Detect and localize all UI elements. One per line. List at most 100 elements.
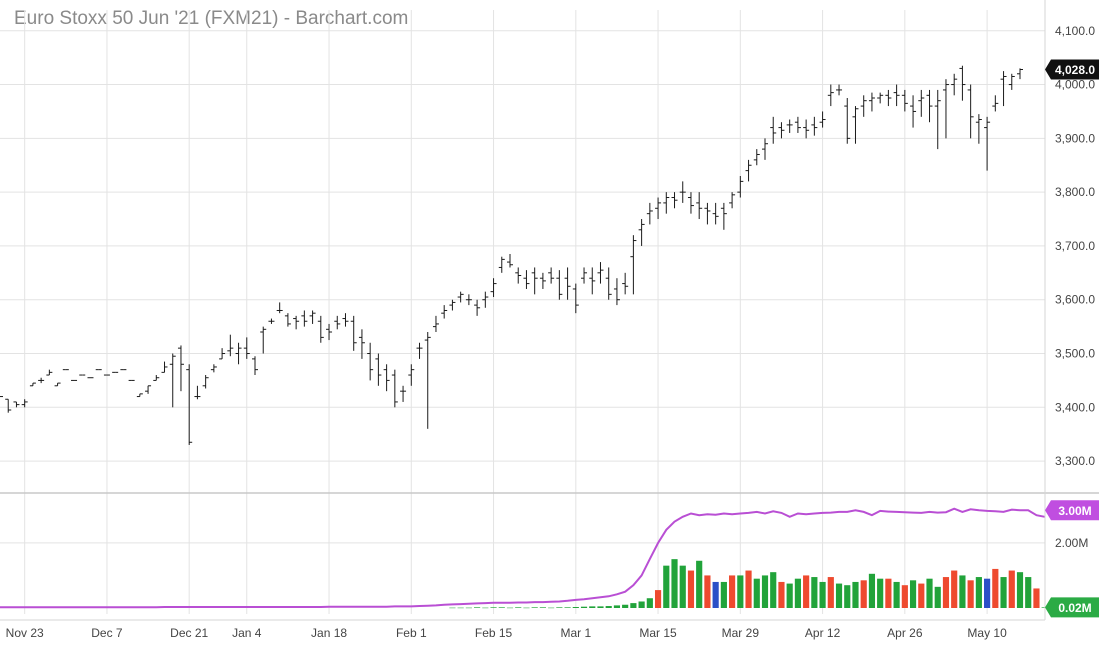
volume-tick-label: 2.00M xyxy=(1055,536,1088,550)
ohlc-bar xyxy=(400,385,407,402)
x-tick-label: Feb 15 xyxy=(475,626,513,640)
ohlc-bar xyxy=(227,334,234,357)
ohlc-bar xyxy=(38,377,45,384)
volume-bar xyxy=(696,560,703,608)
ohlc-bar xyxy=(515,267,522,284)
ohlc-bar xyxy=(169,353,176,408)
ohlc-bar xyxy=(753,149,760,166)
ohlc-bar xyxy=(548,267,555,284)
ohlc-bar xyxy=(836,84,843,96)
volume-bar xyxy=(934,586,941,608)
ohlc-bar xyxy=(572,283,579,314)
ohlc-bar xyxy=(441,305,448,319)
volume-bar xyxy=(597,606,604,608)
ohlc-bar xyxy=(391,369,398,408)
ohlc-bar xyxy=(136,393,143,398)
volume-bar xyxy=(984,578,991,608)
volume-bar xyxy=(671,559,678,608)
ohlc-bar xyxy=(556,270,563,300)
y-tick-label: 3,700.0 xyxy=(1055,239,1095,253)
chart-title: Euro Stoxx 50 Jun '21 (FXM21) - Barchart… xyxy=(14,8,409,29)
price-bars xyxy=(0,65,1023,445)
volume-bar xyxy=(967,580,974,608)
volume-bar xyxy=(1033,588,1040,608)
ohlc-bar xyxy=(54,382,61,387)
open-interest-badge: 3.00M xyxy=(1045,500,1099,521)
ohlc-bar xyxy=(778,122,785,139)
volume-bar xyxy=(515,607,522,608)
ohlc-bar xyxy=(260,326,267,354)
volume-bar xyxy=(770,572,777,608)
ohlc-bar xyxy=(358,329,365,359)
volume-bar xyxy=(745,570,752,608)
ohlc-bar xyxy=(498,256,505,273)
ohlc-bar xyxy=(531,267,538,295)
volume-bar xyxy=(918,583,925,608)
volume-bar xyxy=(654,590,662,608)
svg-text:3.00M: 3.00M xyxy=(1058,504,1091,518)
volume-bar xyxy=(548,607,555,609)
x-tick-label: May 10 xyxy=(967,626,1007,640)
volume-bar xyxy=(490,607,497,608)
ohlc-bar xyxy=(177,345,184,392)
volume-badge: 0.02M xyxy=(1045,597,1099,618)
volume-bar xyxy=(704,575,711,608)
ohlc-bar xyxy=(416,342,423,359)
ohlc-bar xyxy=(794,116,801,133)
volume-bar xyxy=(679,565,686,608)
y-tick-label: 4,000.0 xyxy=(1055,78,1095,92)
ohlc-bar xyxy=(1000,71,1007,107)
ohlc-bar xyxy=(975,114,982,144)
ohlc-bar xyxy=(622,272,629,295)
x-tick-label: Jan 4 xyxy=(232,626,262,640)
open-interest-line xyxy=(0,507,1045,609)
ohlc-bar xyxy=(46,369,53,376)
ohlc-bar xyxy=(5,398,12,413)
volume-bar xyxy=(729,575,736,608)
volume-bar xyxy=(580,606,588,608)
ohlc-bar xyxy=(967,84,974,139)
ohlc-bar xyxy=(194,385,201,400)
ohlc-bar xyxy=(13,401,20,408)
ohlc-bar xyxy=(819,111,826,128)
ohlc-bar xyxy=(918,89,925,117)
ohlc-bar xyxy=(737,176,744,198)
ohlc-bar xyxy=(342,313,349,327)
volume-bar xyxy=(646,598,653,608)
y-tick-label: 3,900.0 xyxy=(1055,131,1095,145)
ohlc-bar xyxy=(317,315,324,343)
ohlc-bar xyxy=(243,337,250,359)
ohlc-bar xyxy=(301,310,308,327)
volume-bar xyxy=(737,575,744,608)
ohlc-bar xyxy=(844,98,851,144)
ohlc-bar xyxy=(457,291,464,303)
ohlc-bar xyxy=(877,92,884,104)
volume-bar xyxy=(482,607,489,609)
ohlc-bar xyxy=(1008,73,1015,90)
x-tick-label: Jan 18 xyxy=(311,626,347,640)
x-tick-label: Mar 29 xyxy=(722,626,760,640)
ohlc-bar xyxy=(309,310,316,324)
ohlc-bar xyxy=(679,181,686,203)
last-price-badge: 4,028.0 xyxy=(1045,59,1099,80)
volume-bar xyxy=(712,581,719,608)
volume-bar xyxy=(778,581,785,608)
y-tick-label: 3,400.0 xyxy=(1055,400,1095,414)
ohlc-bar xyxy=(276,302,283,314)
volume-bar xyxy=(1008,570,1015,608)
volume-bar xyxy=(589,606,596,608)
volume-bar xyxy=(901,585,908,608)
volume-bar xyxy=(803,575,810,608)
volume-bar xyxy=(959,575,966,608)
volume-bar xyxy=(951,570,958,608)
ohlc-bar xyxy=(375,353,382,386)
x-tick-label: Dec 21 xyxy=(170,626,208,640)
ohlc-bar xyxy=(663,192,670,214)
y-tick-label: 3,800.0 xyxy=(1055,185,1095,199)
volume-bar xyxy=(942,577,950,608)
volume-bar xyxy=(1016,572,1024,608)
ohlc-bar xyxy=(219,348,226,360)
x-tick-label: Nov 23 xyxy=(6,626,44,640)
ohlc-bar xyxy=(951,73,958,96)
